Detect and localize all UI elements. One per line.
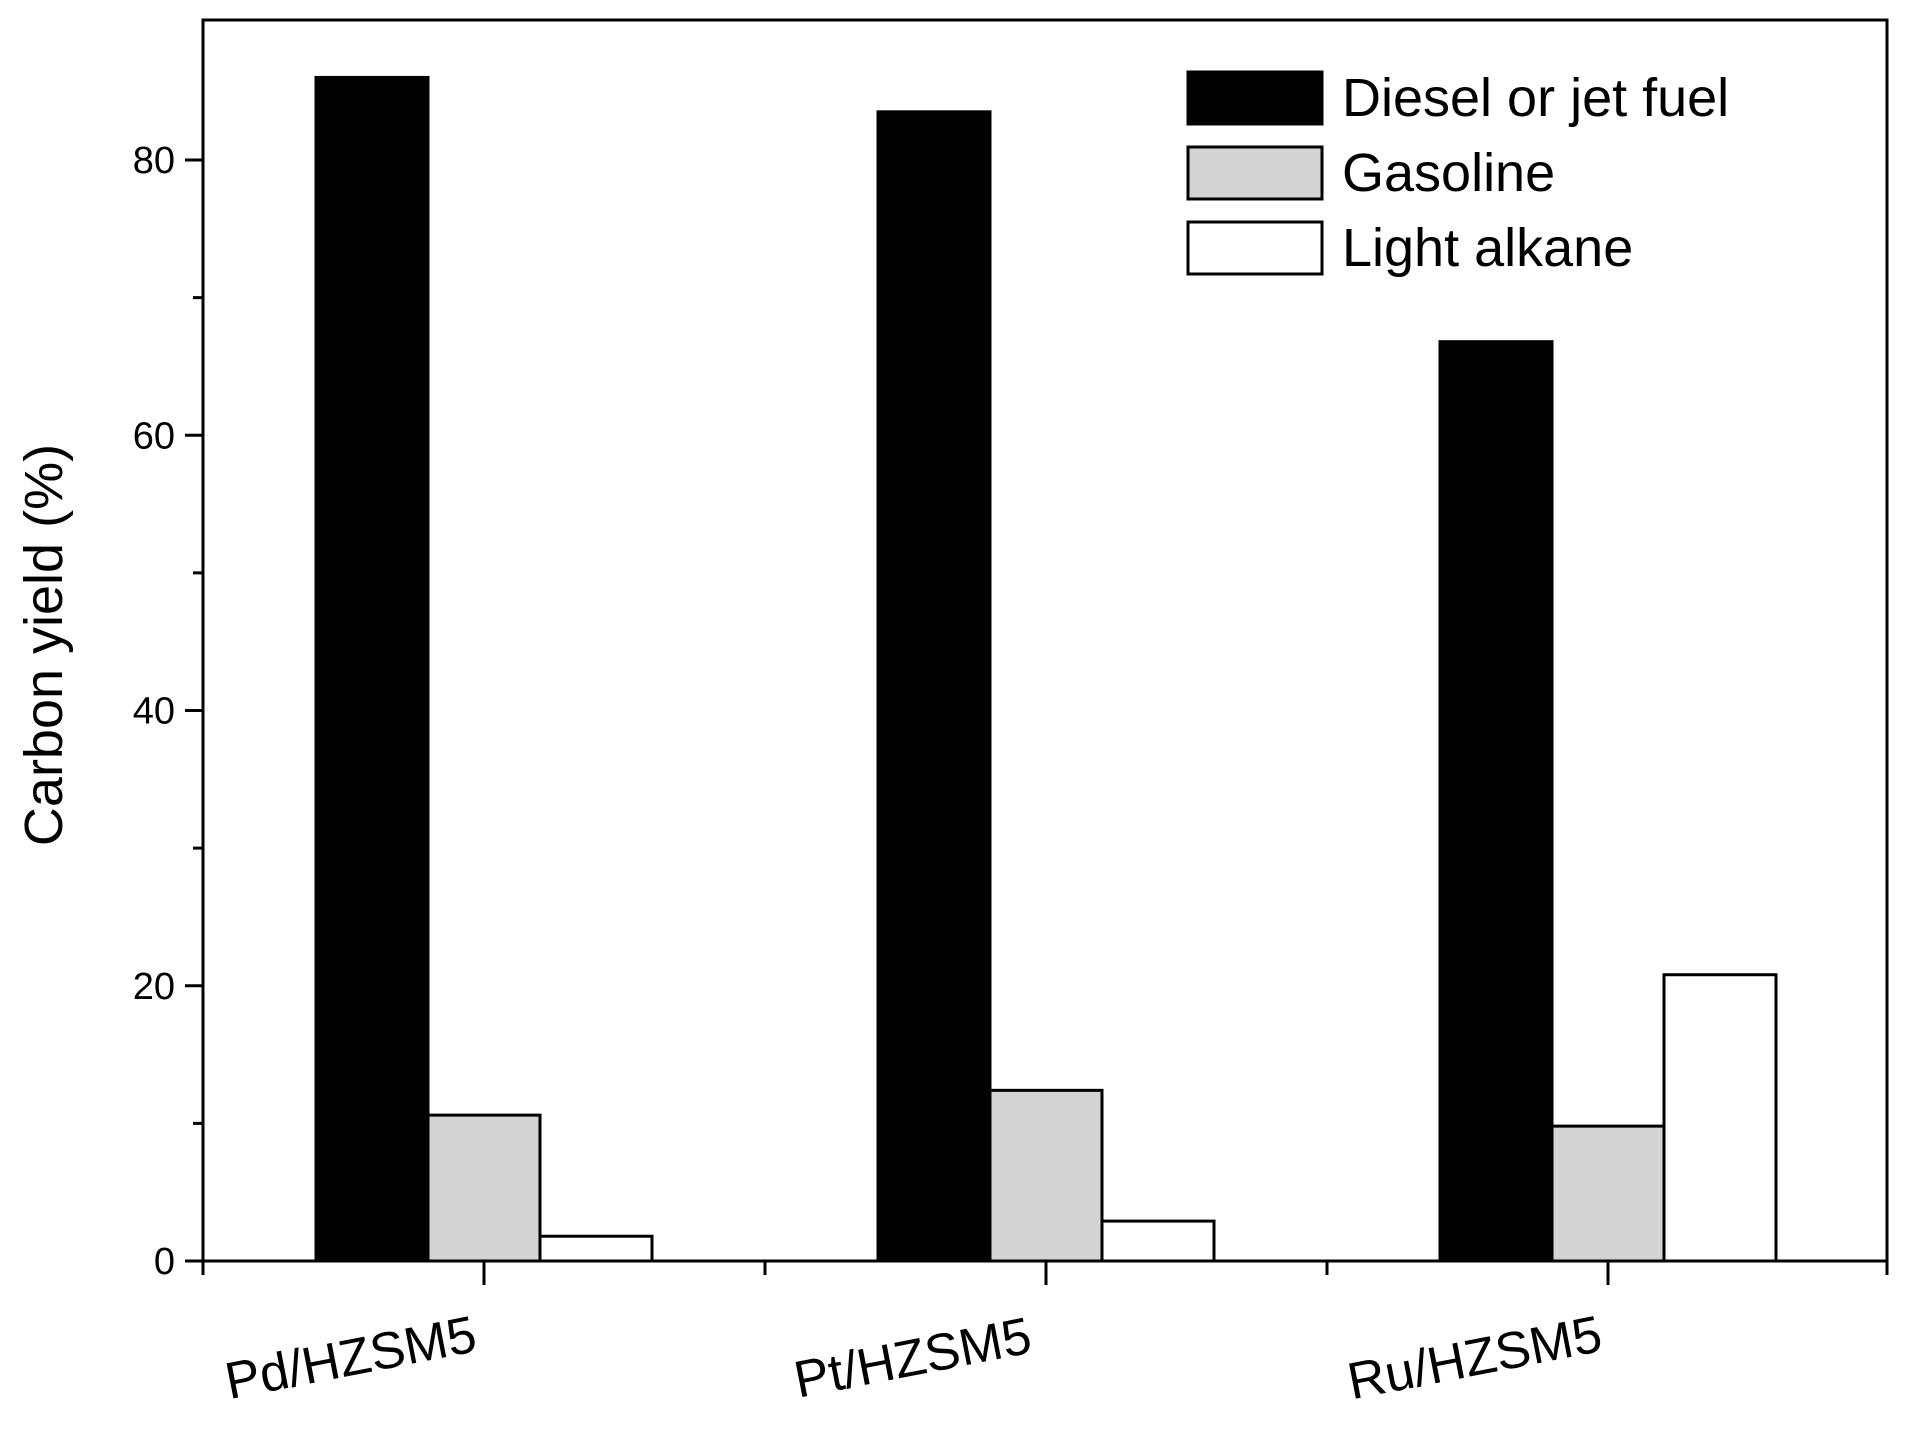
legend-label: Light alkane	[1342, 218, 1633, 278]
legend: Diesel or jet fuel Gasoline Light alkane	[1186, 68, 1729, 278]
bar-diesel	[1438, 340, 1554, 1263]
bar-light-alkane	[1100, 1219, 1216, 1263]
y-tick-label: 20	[133, 966, 175, 1008]
bar-gasoline	[1550, 1124, 1666, 1263]
bar-gasoline	[988, 1088, 1104, 1263]
bar-light-alkane	[538, 1234, 654, 1263]
plot-frame	[201, 18, 1889, 1263]
bar-diesel	[876, 110, 992, 1263]
legend-label: Gasoline	[1342, 143, 1555, 203]
x-axis: Pd/HZSM5 Pt/HZSM5 Ru/HZSM5	[201, 1261, 1889, 1411]
y-tick-label: 80	[133, 140, 175, 182]
y-tick-label: 40	[133, 691, 175, 733]
y-axis: 0 20 40 60 80	[133, 140, 203, 1283]
x-category-label: Pt/HZSM5	[790, 1307, 1036, 1410]
bars-group	[314, 75, 1778, 1263]
bar-light-alkane	[1662, 973, 1778, 1263]
y-tick-label: 0	[154, 1241, 175, 1283]
legend-swatch	[1186, 70, 1324, 126]
legend-swatch	[1186, 145, 1324, 201]
legend-label: Diesel or jet fuel	[1342, 68, 1729, 128]
x-category-label: Pd/HZSM5	[220, 1306, 481, 1411]
y-axis-title: Carbon yield (%)	[14, 444, 74, 846]
legend-swatch	[1186, 220, 1324, 276]
bar-diesel	[314, 75, 430, 1263]
y-tick-label: 60	[133, 415, 175, 457]
x-category-label: Ru/HZSM5	[1343, 1305, 1606, 1411]
bar-gasoline	[426, 1113, 542, 1263]
